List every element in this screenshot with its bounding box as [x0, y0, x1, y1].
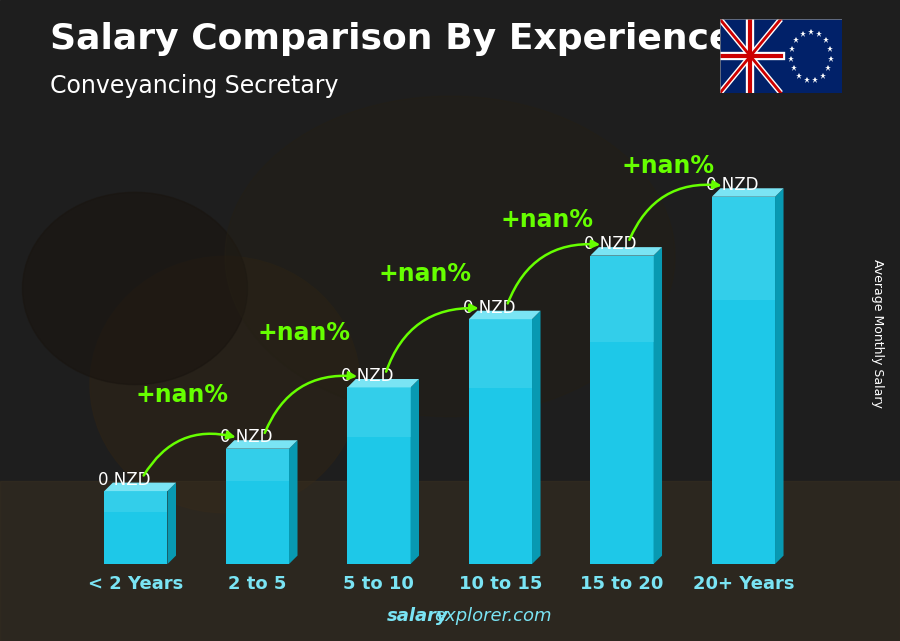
Text: +nan%: +nan%: [136, 383, 229, 406]
FancyArrowPatch shape: [386, 304, 476, 372]
Polygon shape: [226, 449, 289, 481]
Text: 0 NZD: 0 NZD: [463, 299, 516, 317]
Bar: [469, 319, 532, 564]
Text: 0 NZD: 0 NZD: [220, 428, 272, 446]
Text: Average Monthly Salary: Average Monthly Salary: [871, 259, 884, 408]
Bar: [347, 387, 410, 564]
Polygon shape: [712, 188, 784, 197]
Text: salary: salary: [387, 607, 449, 625]
Text: +nan%: +nan%: [500, 208, 593, 232]
Ellipse shape: [90, 256, 360, 513]
Polygon shape: [104, 491, 167, 512]
Polygon shape: [532, 311, 541, 564]
FancyArrowPatch shape: [508, 240, 598, 303]
Polygon shape: [712, 197, 775, 299]
FancyArrowPatch shape: [629, 181, 719, 240]
Text: explorer.com: explorer.com: [434, 607, 552, 625]
Polygon shape: [410, 379, 419, 564]
Text: +nan%: +nan%: [622, 154, 715, 178]
Text: +nan%: +nan%: [257, 321, 350, 345]
Bar: [712, 197, 775, 564]
Text: 0 NZD: 0 NZD: [341, 367, 394, 385]
Polygon shape: [469, 319, 532, 388]
Polygon shape: [469, 311, 541, 319]
Polygon shape: [167, 483, 176, 564]
Polygon shape: [590, 247, 662, 256]
Text: +nan%: +nan%: [379, 262, 472, 287]
Text: 0 NZD: 0 NZD: [98, 470, 150, 488]
Ellipse shape: [225, 96, 675, 417]
Bar: [590, 256, 653, 564]
Bar: [226, 449, 289, 564]
Bar: [104, 491, 167, 564]
Polygon shape: [653, 247, 662, 564]
Polygon shape: [104, 483, 176, 491]
FancyArrowPatch shape: [144, 432, 233, 476]
Polygon shape: [226, 440, 298, 449]
Ellipse shape: [22, 192, 248, 385]
Bar: [0, 481, 900, 641]
Polygon shape: [347, 379, 419, 387]
FancyArrowPatch shape: [265, 372, 355, 433]
Text: 0 NZD: 0 NZD: [706, 176, 759, 194]
Text: Salary Comparison By Experience: Salary Comparison By Experience: [50, 22, 733, 56]
Polygon shape: [590, 256, 653, 342]
Text: Conveyancing Secretary: Conveyancing Secretary: [50, 74, 338, 97]
Polygon shape: [347, 387, 410, 437]
Polygon shape: [775, 188, 784, 564]
Text: 0 NZD: 0 NZD: [584, 235, 637, 253]
Polygon shape: [289, 440, 298, 564]
